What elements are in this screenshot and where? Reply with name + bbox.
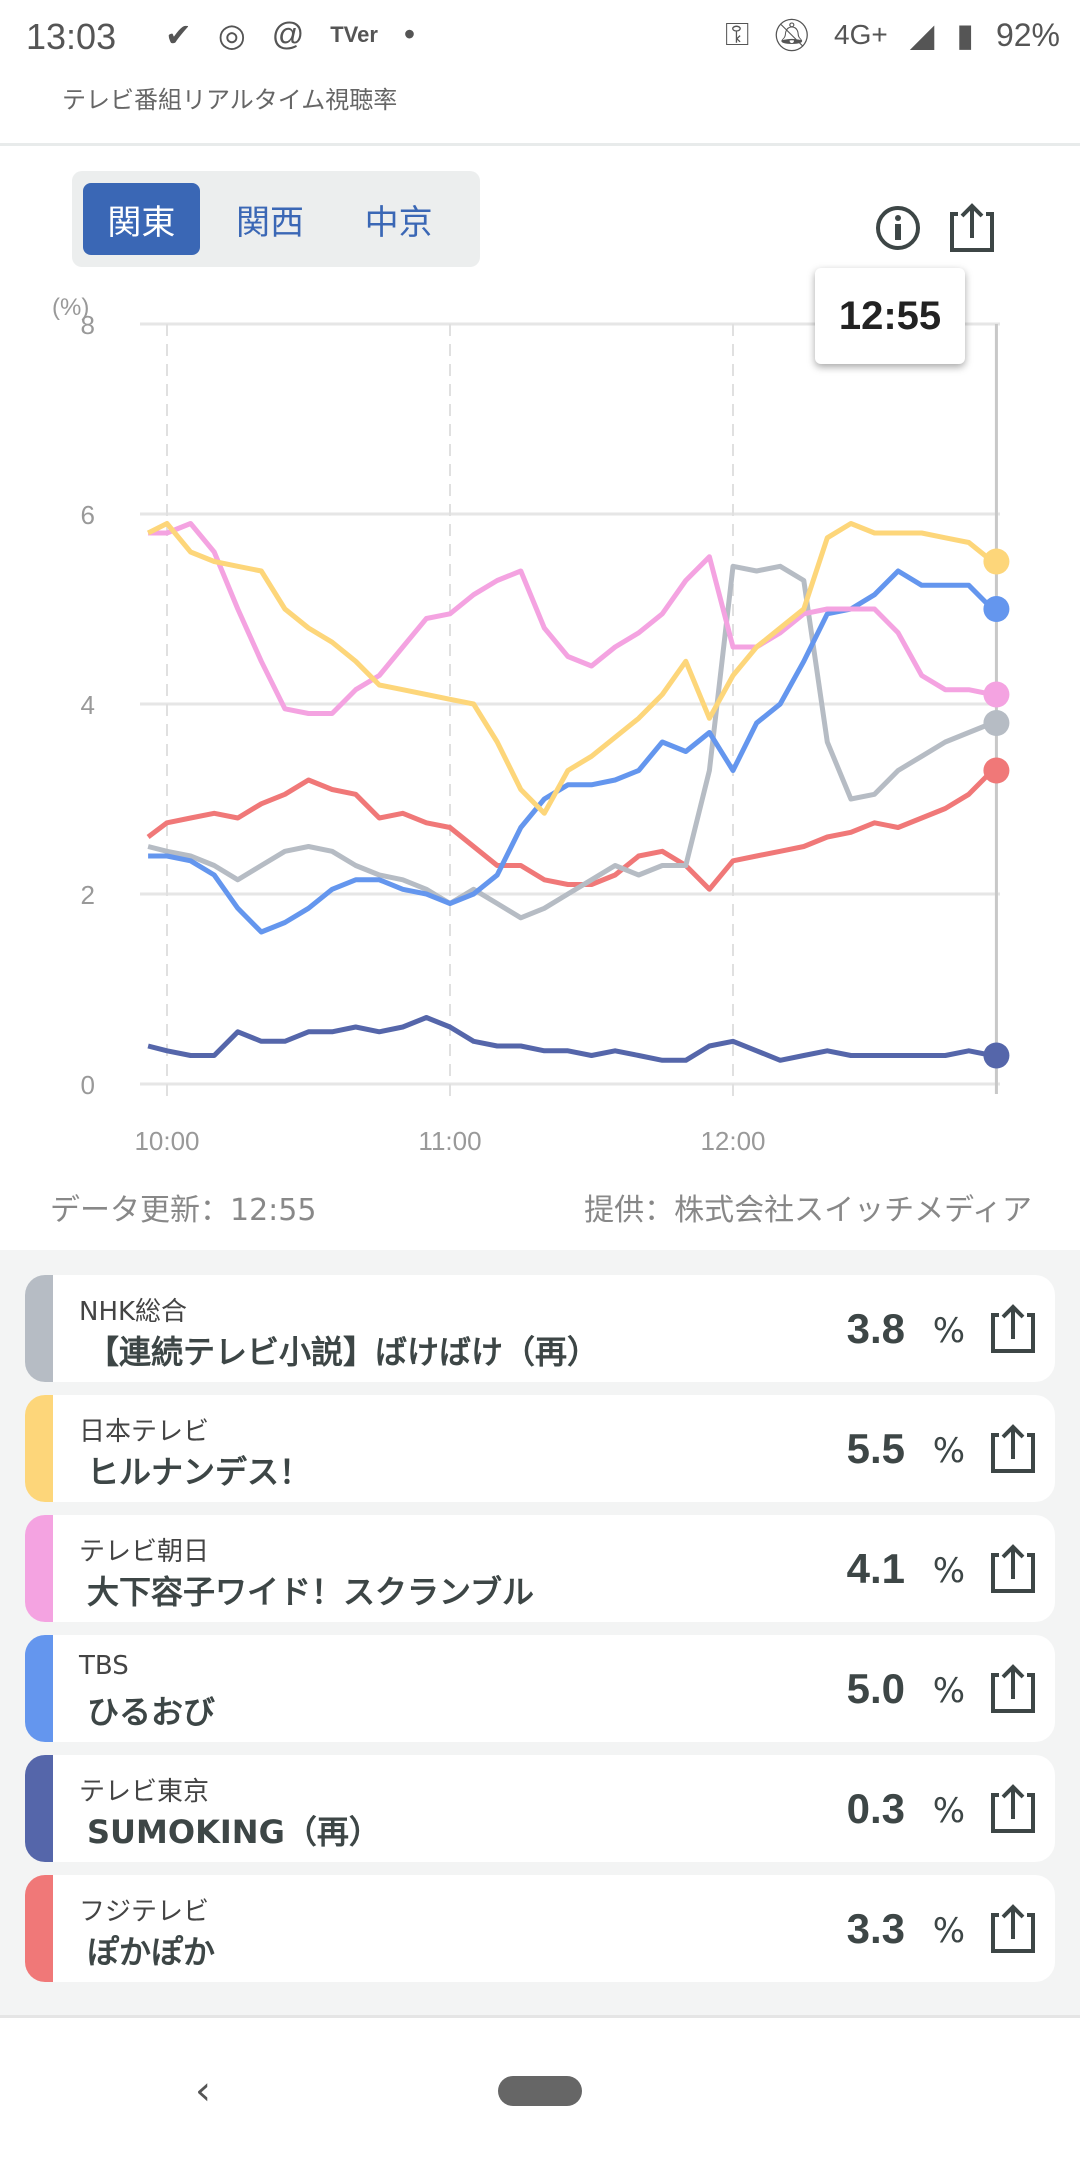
program-card[interactable]: 日本テレビ ヒルナンデス！ 5.5 % — [25, 1395, 1055, 1502]
program-title: ひるおび — [87, 1693, 216, 1731]
status-bar: 13:03 ✔ ◎ @ TVer • ⚿ 🔕︎ 4G+ ◢ ▮ 92% — [0, 0, 1080, 75]
series-end-marker — [983, 1042, 1010, 1069]
download-done-icon: ✔ — [165, 17, 192, 53]
station-name: フジテレビ — [79, 1897, 210, 1927]
station-color-bar — [25, 1395, 53, 1502]
tver-icon: TVer — [330, 22, 378, 47]
divider — [0, 143, 1080, 146]
rating-unit: % — [932, 1551, 965, 1591]
rating-value: 0.3 — [846, 1785, 905, 1832]
series-line-テレビ朝日 — [148, 521, 993, 716]
station-name: 日本テレビ — [79, 1417, 210, 1447]
station-name: テレビ朝日 — [79, 1537, 210, 1567]
program-title: ヒルナンデス！ — [87, 1453, 312, 1491]
y-tick-label: 4 — [81, 690, 95, 720]
info-icon[interactable] — [870, 200, 926, 256]
share-icon[interactable] — [989, 1303, 1037, 1359]
program-list: NHK総合 【連続テレビ小説】ばけばけ（再） 3.8 % 日本テレビ ヒルナンデ… — [0, 1250, 1080, 2015]
share-icon[interactable] — [989, 1543, 1037, 1599]
battery-icon: ▮ — [956, 17, 974, 53]
share-icon[interactable] — [989, 1903, 1037, 1959]
share-icon[interactable] — [944, 200, 1000, 256]
x-tick-label: 11:00 — [418, 1126, 481, 1156]
rating-unit: % — [932, 1791, 965, 1831]
series-line-NHK総合 — [147, 563, 994, 921]
station-color-bar — [25, 1635, 53, 1742]
rating-unit: % — [932, 1671, 965, 1711]
share-icon[interactable] — [989, 1663, 1037, 1719]
instagram-icon: ◎ — [217, 17, 246, 53]
program-card[interactable]: テレビ朝日 大下容子ワイド！スクランブル 4.1 % — [25, 1515, 1055, 1622]
series-end-marker — [983, 757, 1010, 784]
clock: 13:03 — [26, 16, 117, 57]
network-type: 4G+ — [834, 19, 888, 50]
navigation-bar: ‹ — [0, 2015, 1080, 2160]
station-color-bar — [25, 1755, 53, 1862]
series-line-日本テレビ — [146, 521, 994, 816]
battery-level: 92% — [995, 16, 1060, 53]
program-title: SUMOKING（再） — [87, 1813, 381, 1851]
series-line-テレビ東京 — [147, 1015, 993, 1063]
series-line-フジテレビ — [146, 768, 995, 892]
tab-kansai[interactable]: 関西 — [236, 202, 304, 243]
program-card[interactable]: TBS ひるおび 5.0 % — [25, 1635, 1055, 1742]
y-tick-label: 2 — [81, 880, 95, 910]
station-name: TBS — [79, 1651, 129, 1681]
region-tabs: 関東 関西 中京 — [72, 171, 480, 267]
program-card[interactable]: NHK総合 【連続テレビ小説】ばけばけ（再） 3.8 % — [25, 1275, 1055, 1382]
rating-value: 3.3 — [846, 1905, 905, 1952]
y-tick-label: 8 — [81, 310, 95, 340]
x-tick-label: 12:00 — [700, 1126, 765, 1156]
x-tick-label: 10:00 — [134, 1126, 199, 1156]
series-end-marker — [983, 596, 1010, 622]
vpn-key-icon: ⚿ — [725, 16, 750, 52]
rating-value: 5.0 — [846, 1665, 905, 1712]
station-color-bar — [25, 1275, 53, 1382]
y-axis-unit: (%) — [52, 294, 89, 321]
y-tick-label: 0 — [81, 1070, 95, 1100]
share-icon[interactable] — [989, 1783, 1037, 1839]
page-title: テレビ番組リアルタイム視聴率 — [62, 86, 398, 114]
tab-chukyo[interactable]: 中京 — [364, 202, 433, 243]
program-title: 大下容子ワイド！スクランブル — [87, 1573, 535, 1611]
dot-icon: • — [403, 16, 416, 52]
station-name: NHK総合 — [79, 1297, 188, 1327]
series-end-marker — [983, 681, 1010, 708]
program-card[interactable]: フジテレビ ぽかぽか 3.3 % — [25, 1875, 1055, 1982]
back-chevron-icon[interactable]: ‹ — [195, 2068, 211, 2114]
tab-kanto[interactable]: 関東 — [83, 183, 200, 255]
y-tick-label: 6 — [81, 500, 95, 530]
threads-icon: @ — [271, 16, 305, 52]
program-title: 【連続テレビ小説】ばけばけ（再） — [87, 1333, 600, 1371]
home-pill[interactable] — [498, 2076, 582, 2106]
rating-value: 4.1 — [846, 1545, 905, 1592]
rating-unit: % — [932, 1431, 965, 1471]
station-name: テレビ東京 — [79, 1777, 210, 1807]
series-end-marker — [983, 548, 1010, 575]
rating-unit: % — [932, 1911, 965, 1951]
rating-value: 3.8 — [846, 1305, 905, 1352]
ratings-line-chart[interactable]: (%) 0 2 4 6 8 10:00 11:00 12:00 — [0, 280, 1080, 1180]
rating-value: 5.5 — [846, 1425, 905, 1472]
bell-off-icon: 🔕︎ — [771, 17, 813, 53]
signal-icon: ◢ — [909, 17, 935, 53]
station-color-bar — [25, 1515, 53, 1622]
series-line-TBS — [148, 568, 995, 935]
data-updated: データ更新：12:55 — [50, 1193, 317, 1228]
station-color-bar — [25, 1875, 53, 1982]
series-end-marker — [983, 710, 1010, 736]
program-card[interactable]: テレビ東京 SUMOKING（再） 0.3 % — [25, 1755, 1055, 1862]
rating-unit: % — [932, 1311, 965, 1351]
data-provider: 提供：株式会社スイッチメディア — [584, 1193, 1032, 1228]
share-icon[interactable] — [989, 1423, 1037, 1479]
cursor-time-tooltip: 12:55 — [815, 268, 965, 364]
program-title: ぽかぽか — [87, 1933, 216, 1971]
